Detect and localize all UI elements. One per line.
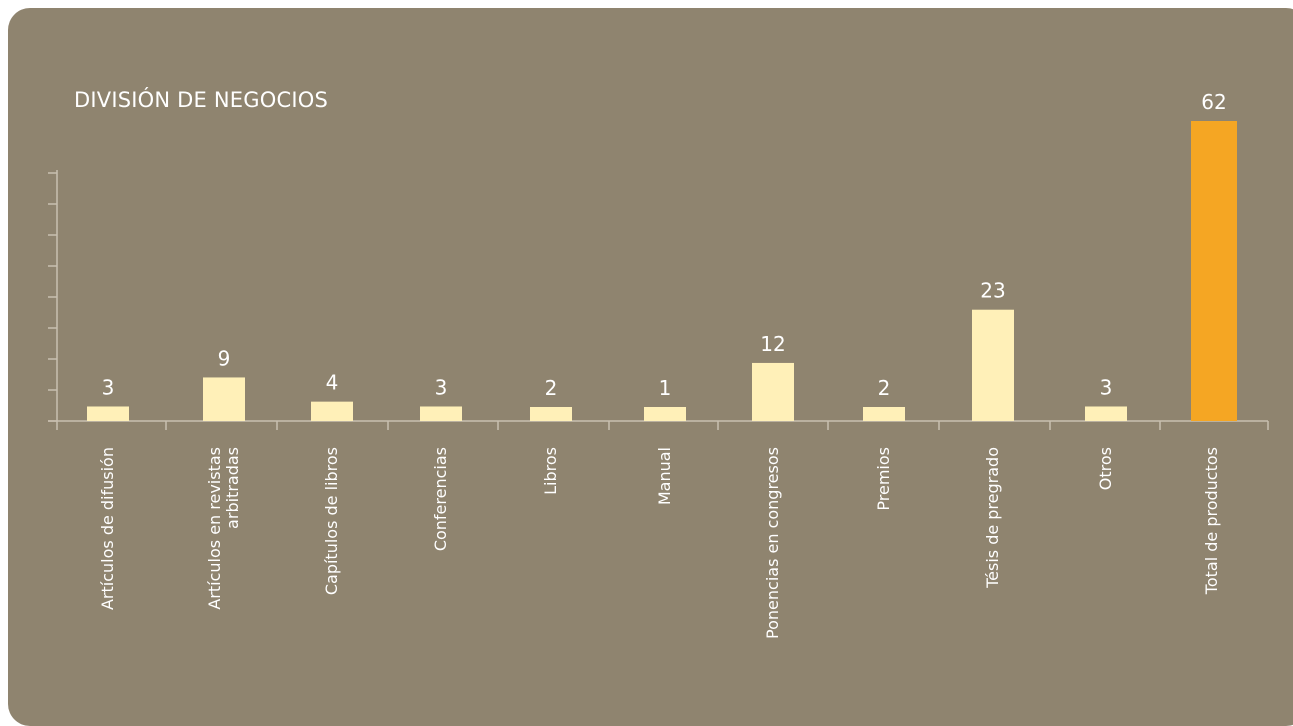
- bar-total: [1191, 121, 1237, 421]
- bar: [1085, 406, 1127, 421]
- category-label-line: Libros: [541, 447, 560, 495]
- bar: [863, 407, 905, 421]
- value-label: 2: [878, 376, 891, 400]
- category-label-line: Conferencias: [431, 447, 450, 551]
- bar: [530, 407, 572, 421]
- category-label: Artículos en revistas arbitradas: [205, 447, 242, 610]
- category-label-line: Total de productos: [1202, 447, 1221, 595]
- category-label: Artículos de difusión: [98, 447, 117, 610]
- category-label: Conferencias: [431, 447, 450, 551]
- category-label: Ponencias en congresos: [763, 447, 782, 639]
- value-label: 9: [218, 346, 231, 370]
- bar: [203, 377, 245, 421]
- chart-title: DIVISIÓN DE NEGOCIOS: [74, 88, 328, 112]
- bar: [420, 406, 462, 421]
- category-label: Total de productos: [1202, 447, 1221, 595]
- value-label: 3: [435, 375, 448, 399]
- category-label-line: Tésis de pregrado: [983, 447, 1002, 589]
- category-label: Otros: [1096, 447, 1115, 490]
- category-label-line: Artículos en revistas: [205, 447, 224, 610]
- category-label: Capítulos de libros: [322, 447, 341, 595]
- category-label-line: Artículos de difusión: [98, 447, 117, 610]
- category-label-line: Premios: [874, 447, 893, 511]
- bar: [752, 362, 794, 421]
- value-label: 2: [545, 376, 558, 400]
- value-label: 4: [326, 371, 339, 395]
- category-label-line: Manual: [655, 447, 674, 505]
- category-label-line: Capítulos de libros: [322, 447, 341, 595]
- category-label: Libros: [541, 447, 560, 495]
- category-label-line: Otros: [1096, 447, 1115, 490]
- value-label: 1: [659, 376, 672, 400]
- value-label: 62: [1201, 90, 1226, 114]
- category-label-line: arbitradas: [223, 447, 242, 529]
- bar: [311, 401, 353, 421]
- value-label: 3: [102, 375, 115, 399]
- value-label: 3: [1100, 375, 1113, 399]
- value-label: 23: [980, 279, 1005, 303]
- category-label: Premios: [874, 447, 893, 511]
- category-label-line: Ponencias en congresos: [763, 447, 782, 639]
- value-label: 12: [760, 332, 785, 356]
- chart-panel: DIVISIÓN DE NEGOCIOS: [8, 8, 1293, 726]
- bar: [87, 406, 129, 421]
- bar: [644, 407, 686, 421]
- category-label: Manual: [655, 447, 674, 505]
- category-label: Tésis de pregrado: [983, 447, 1002, 589]
- bar: [972, 309, 1014, 421]
